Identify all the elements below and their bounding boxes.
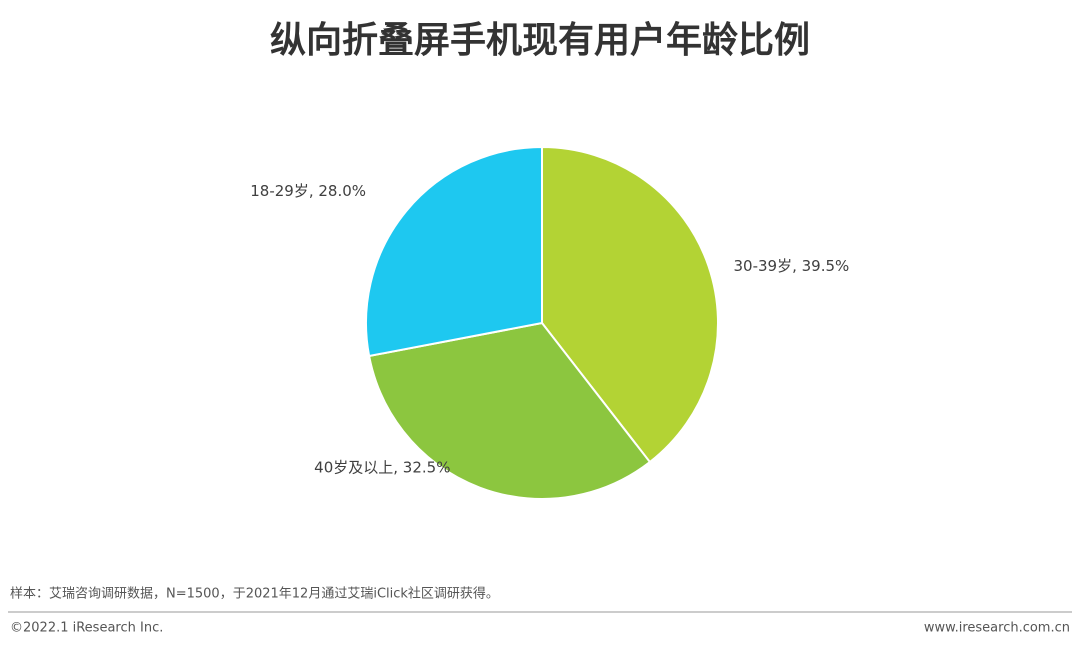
label-category: 40岁及以上 xyxy=(314,458,393,476)
website: www.iresearch.com.cn xyxy=(924,621,1070,636)
chart-title: 纵向折叠屏手机现有用户年龄比例 xyxy=(270,20,810,61)
label-value: 39.5% xyxy=(802,256,850,274)
note: 样本：艾瑞咨询调研数据，N=1500，于2021年12月通过艾瑞iClick社区… xyxy=(10,586,499,602)
label-value: 28.0% xyxy=(318,181,366,199)
label-separator: , xyxy=(792,256,802,274)
data-label: 30-39岁, 39.5% xyxy=(733,256,849,274)
pie: 30-39岁, 39.5% 40岁及以上, 32.5% 18-29岁, 28.0% xyxy=(250,145,849,500)
pie-slice xyxy=(365,145,543,358)
data-label: 40岁及以上, 32.5% xyxy=(314,458,450,476)
label-value: 32.5% xyxy=(403,458,451,476)
pie-slice xyxy=(367,321,652,500)
pie-slice xyxy=(541,145,719,464)
label-separator: , xyxy=(309,181,319,199)
label-category: 30-39岁 xyxy=(733,256,792,274)
data-label: 18-29岁, 28.0% xyxy=(250,181,366,199)
copyright: ©2022.1 iResearch Inc. xyxy=(10,621,163,636)
label-category: 18-29岁 xyxy=(250,181,309,199)
label-separator: , xyxy=(393,458,403,476)
